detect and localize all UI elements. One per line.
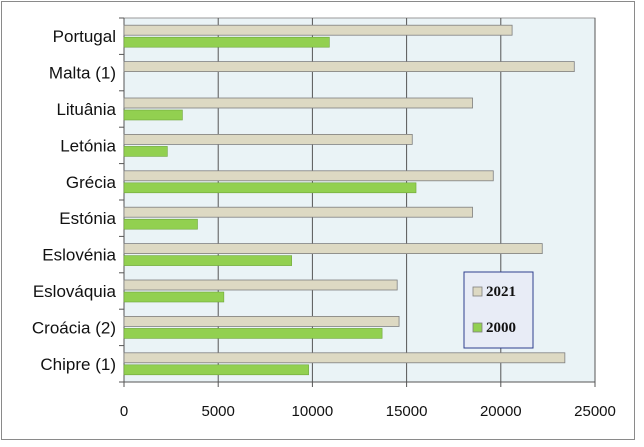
- x-tick-label: 10000: [292, 403, 334, 420]
- legend-swatch-2021: [472, 286, 483, 297]
- category-label: Croácia (2): [32, 318, 116, 337]
- bar-2000: [123, 109, 183, 121]
- bar-2021: [123, 243, 543, 255]
- legend-swatch-2000: [472, 322, 483, 333]
- bar-2000: [123, 218, 198, 230]
- category-label: Grécia: [66, 173, 117, 192]
- category-label: Estónia: [59, 209, 116, 228]
- bar-2000: [123, 255, 292, 266]
- bar-2021: [123, 24, 513, 36]
- bar-2000: [123, 328, 383, 339]
- category-label: Lituânia: [56, 100, 116, 119]
- bar-2021: [123, 61, 575, 72]
- bar-2021: [123, 315, 400, 327]
- bar-2021: [123, 352, 566, 364]
- category-label: Malta (1): [49, 64, 116, 83]
- x-tick-label: 25000: [574, 403, 616, 420]
- x-tick-label: 0: [120, 403, 128, 420]
- bar-2021: [123, 133, 413, 145]
- x-tick-label: 5000: [202, 403, 235, 420]
- x-tick-label: 15000: [386, 403, 428, 420]
- bar-2021: [123, 97, 473, 109]
- bar-2000: [123, 36, 330, 48]
- bar-2000: [123, 182, 417, 194]
- bar-2021: [123, 170, 494, 182]
- bar-2000: [123, 364, 309, 376]
- category-label: Chipre (1): [40, 355, 116, 374]
- legend-label-2021: 2021: [486, 284, 516, 300]
- x-tick-label: 20000: [480, 403, 522, 420]
- legend-label-2000: 2000: [486, 320, 516, 336]
- category-label: Portugal: [53, 27, 116, 46]
- bar-2000: [123, 146, 168, 157]
- category-label: Eslováquia: [33, 282, 117, 301]
- bar-2021: [123, 206, 473, 218]
- bar-2021: [123, 279, 398, 291]
- category-label: Letónia: [60, 136, 116, 155]
- legend-box: [463, 271, 534, 349]
- category-label: Eslovénia: [42, 246, 116, 265]
- bar-2000: [123, 291, 225, 303]
